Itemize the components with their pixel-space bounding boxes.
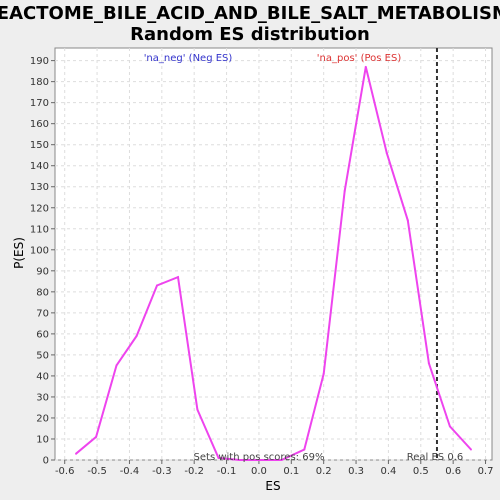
y-tick-label: 150 — [30, 140, 49, 151]
y-tick-label: 160 — [30, 119, 49, 130]
data-point — [406, 219, 409, 222]
data-point — [448, 425, 451, 428]
x-axis-label: ES — [265, 479, 280, 493]
y-tick-label: 30 — [36, 392, 49, 403]
data-point — [385, 152, 388, 155]
x-tick-label: -0.6 — [55, 466, 75, 477]
data-point — [343, 189, 346, 192]
data-point — [115, 364, 118, 367]
x-tick-label: 0.2 — [316, 466, 332, 477]
data-point — [135, 334, 138, 337]
y-tick-label: 40 — [36, 371, 49, 382]
data-point — [427, 362, 430, 365]
chart-title-line1: REACTOME_BILE_ACID_AND_BILE_SALT_METABOL… — [0, 3, 500, 24]
y-tick-label: 10 — [36, 434, 49, 445]
es-distribution-line — [75, 66, 472, 461]
x-tick-label: 0.6 — [445, 466, 461, 477]
x-tick-label: 0.7 — [478, 466, 494, 477]
data-point — [155, 284, 158, 287]
y-tick-label: 0 — [43, 456, 49, 467]
x-tick-label: 0.1 — [283, 466, 299, 477]
y-tick-label: 100 — [30, 245, 49, 256]
plot-area — [54, 47, 493, 461]
y-tick-label: 120 — [30, 203, 49, 214]
data-point — [303, 448, 306, 451]
data-point — [469, 448, 472, 451]
x-tick-label: -0.5 — [87, 466, 107, 477]
x-tick-label: 0.3 — [348, 466, 364, 477]
y-tick-label: 170 — [30, 98, 49, 109]
data-point — [257, 459, 260, 461]
legend-pos: 'na_pos' (Pos ES) — [317, 53, 402, 64]
y-tick-label: 20 — [36, 413, 49, 424]
y-tick-label: 130 — [30, 182, 49, 193]
y-tick-label: 60 — [36, 329, 49, 340]
data-point — [217, 456, 220, 459]
y-tick-label: 180 — [30, 77, 49, 88]
y-axis-ticks: 0 10 20 30 40 50 60 70 80 90 100 110 120 130 140 150 160… — [30, 56, 55, 467]
data-point — [177, 276, 180, 279]
annotation-pos-scores: Sets with pos scores: 69% — [194, 452, 325, 463]
x-tick-label: -0.4 — [120, 466, 140, 477]
data-point — [196, 408, 199, 411]
x-tick-label: 0.4 — [380, 466, 396, 477]
data-point — [238, 459, 241, 461]
data-point — [364, 65, 367, 68]
data-point — [322, 372, 325, 375]
y-tick-label: 110 — [30, 224, 49, 235]
data-point — [95, 435, 98, 438]
y-tick-label: 70 — [36, 308, 49, 319]
y-tick-label: 190 — [30, 56, 49, 67]
data-points — [75, 65, 472, 461]
x-tick-label: -0.3 — [152, 466, 172, 477]
data-point — [280, 459, 283, 461]
x-axis-ticks: -0.6 -0.5 -0.4 -0.3 -0.2 -0.1 0.0 0.1 0.2 0.3 0.4 0… — [55, 460, 494, 477]
data-point — [75, 452, 78, 455]
y-tick-label: 50 — [36, 350, 49, 361]
chart-title-line2: Random ES distribution — [130, 24, 370, 45]
y-axis-label: P(ES) — [12, 237, 26, 269]
x-tick-label: -0.1 — [217, 466, 237, 477]
grid — [55, 48, 492, 461]
y-tick-label: 90 — [36, 266, 49, 277]
y-tick-label: 140 — [30, 161, 49, 172]
x-tick-label: 0.0 — [251, 466, 267, 477]
x-tick-label: -0.2 — [184, 466, 204, 477]
annotation-real-es: Real ES 0.6 — [407, 452, 463, 463]
x-tick-label: 0.5 — [413, 466, 429, 477]
legend-neg: 'na_neg' (Neg ES) — [144, 53, 233, 64]
y-tick-label: 80 — [36, 287, 49, 298]
